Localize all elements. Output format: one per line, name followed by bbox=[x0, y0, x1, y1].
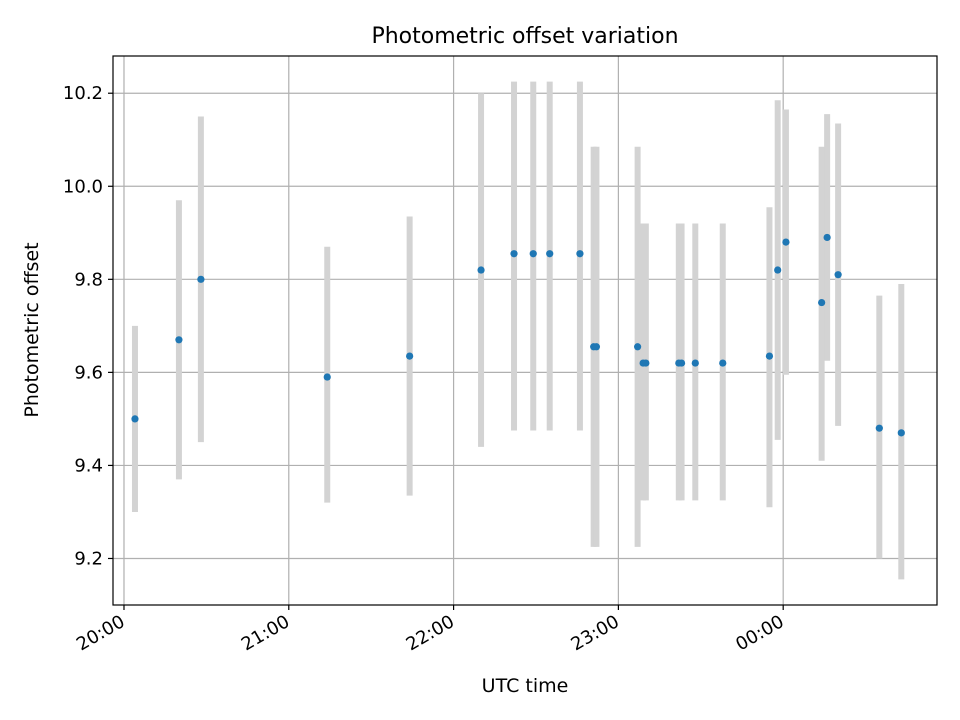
data-point bbox=[823, 233, 831, 242]
y-tick-label: 9.2 bbox=[74, 548, 103, 569]
y-tick-label: 9.6 bbox=[74, 362, 103, 383]
y-axis-label: Photometric offset bbox=[21, 242, 43, 417]
plot-frame bbox=[112, 55, 938, 606]
y-tick-label: 9.8 bbox=[74, 269, 103, 290]
y-axis-ticks: 9.2 9.4 9.6 9.8 10.0 10.2 bbox=[63, 83, 113, 569]
data-point bbox=[576, 250, 584, 258]
data-point bbox=[774, 266, 782, 274]
data-point bbox=[510, 250, 518, 258]
data-point bbox=[477, 266, 485, 274]
chart-title: Photometric offset variation bbox=[371, 24, 678, 49]
data-point bbox=[592, 343, 601, 351]
data-point bbox=[197, 275, 205, 283]
y-tick-label: 10.2 bbox=[63, 83, 103, 104]
data-points bbox=[131, 233, 905, 437]
data-point bbox=[818, 298, 826, 307]
data-point bbox=[677, 359, 686, 367]
y-tick-label: 9.4 bbox=[74, 455, 103, 476]
x-axis-label: UTC time bbox=[482, 675, 569, 697]
grid-lines bbox=[113, 56, 937, 605]
data-point bbox=[323, 373, 331, 381]
y-tick-label: 10.0 bbox=[63, 176, 103, 197]
data-point bbox=[765, 352, 774, 360]
data-point bbox=[719, 359, 727, 367]
data-point bbox=[875, 424, 883, 432]
data-point bbox=[175, 336, 183, 344]
data-point bbox=[406, 352, 414, 360]
data-point bbox=[634, 343, 642, 351]
data-point bbox=[782, 238, 790, 246]
data-point bbox=[131, 415, 139, 423]
data-point bbox=[691, 359, 699, 367]
data-point bbox=[642, 359, 650, 367]
data-point bbox=[834, 271, 842, 279]
data-point bbox=[529, 250, 537, 258]
data-point bbox=[546, 250, 554, 258]
data-point bbox=[897, 429, 905, 437]
